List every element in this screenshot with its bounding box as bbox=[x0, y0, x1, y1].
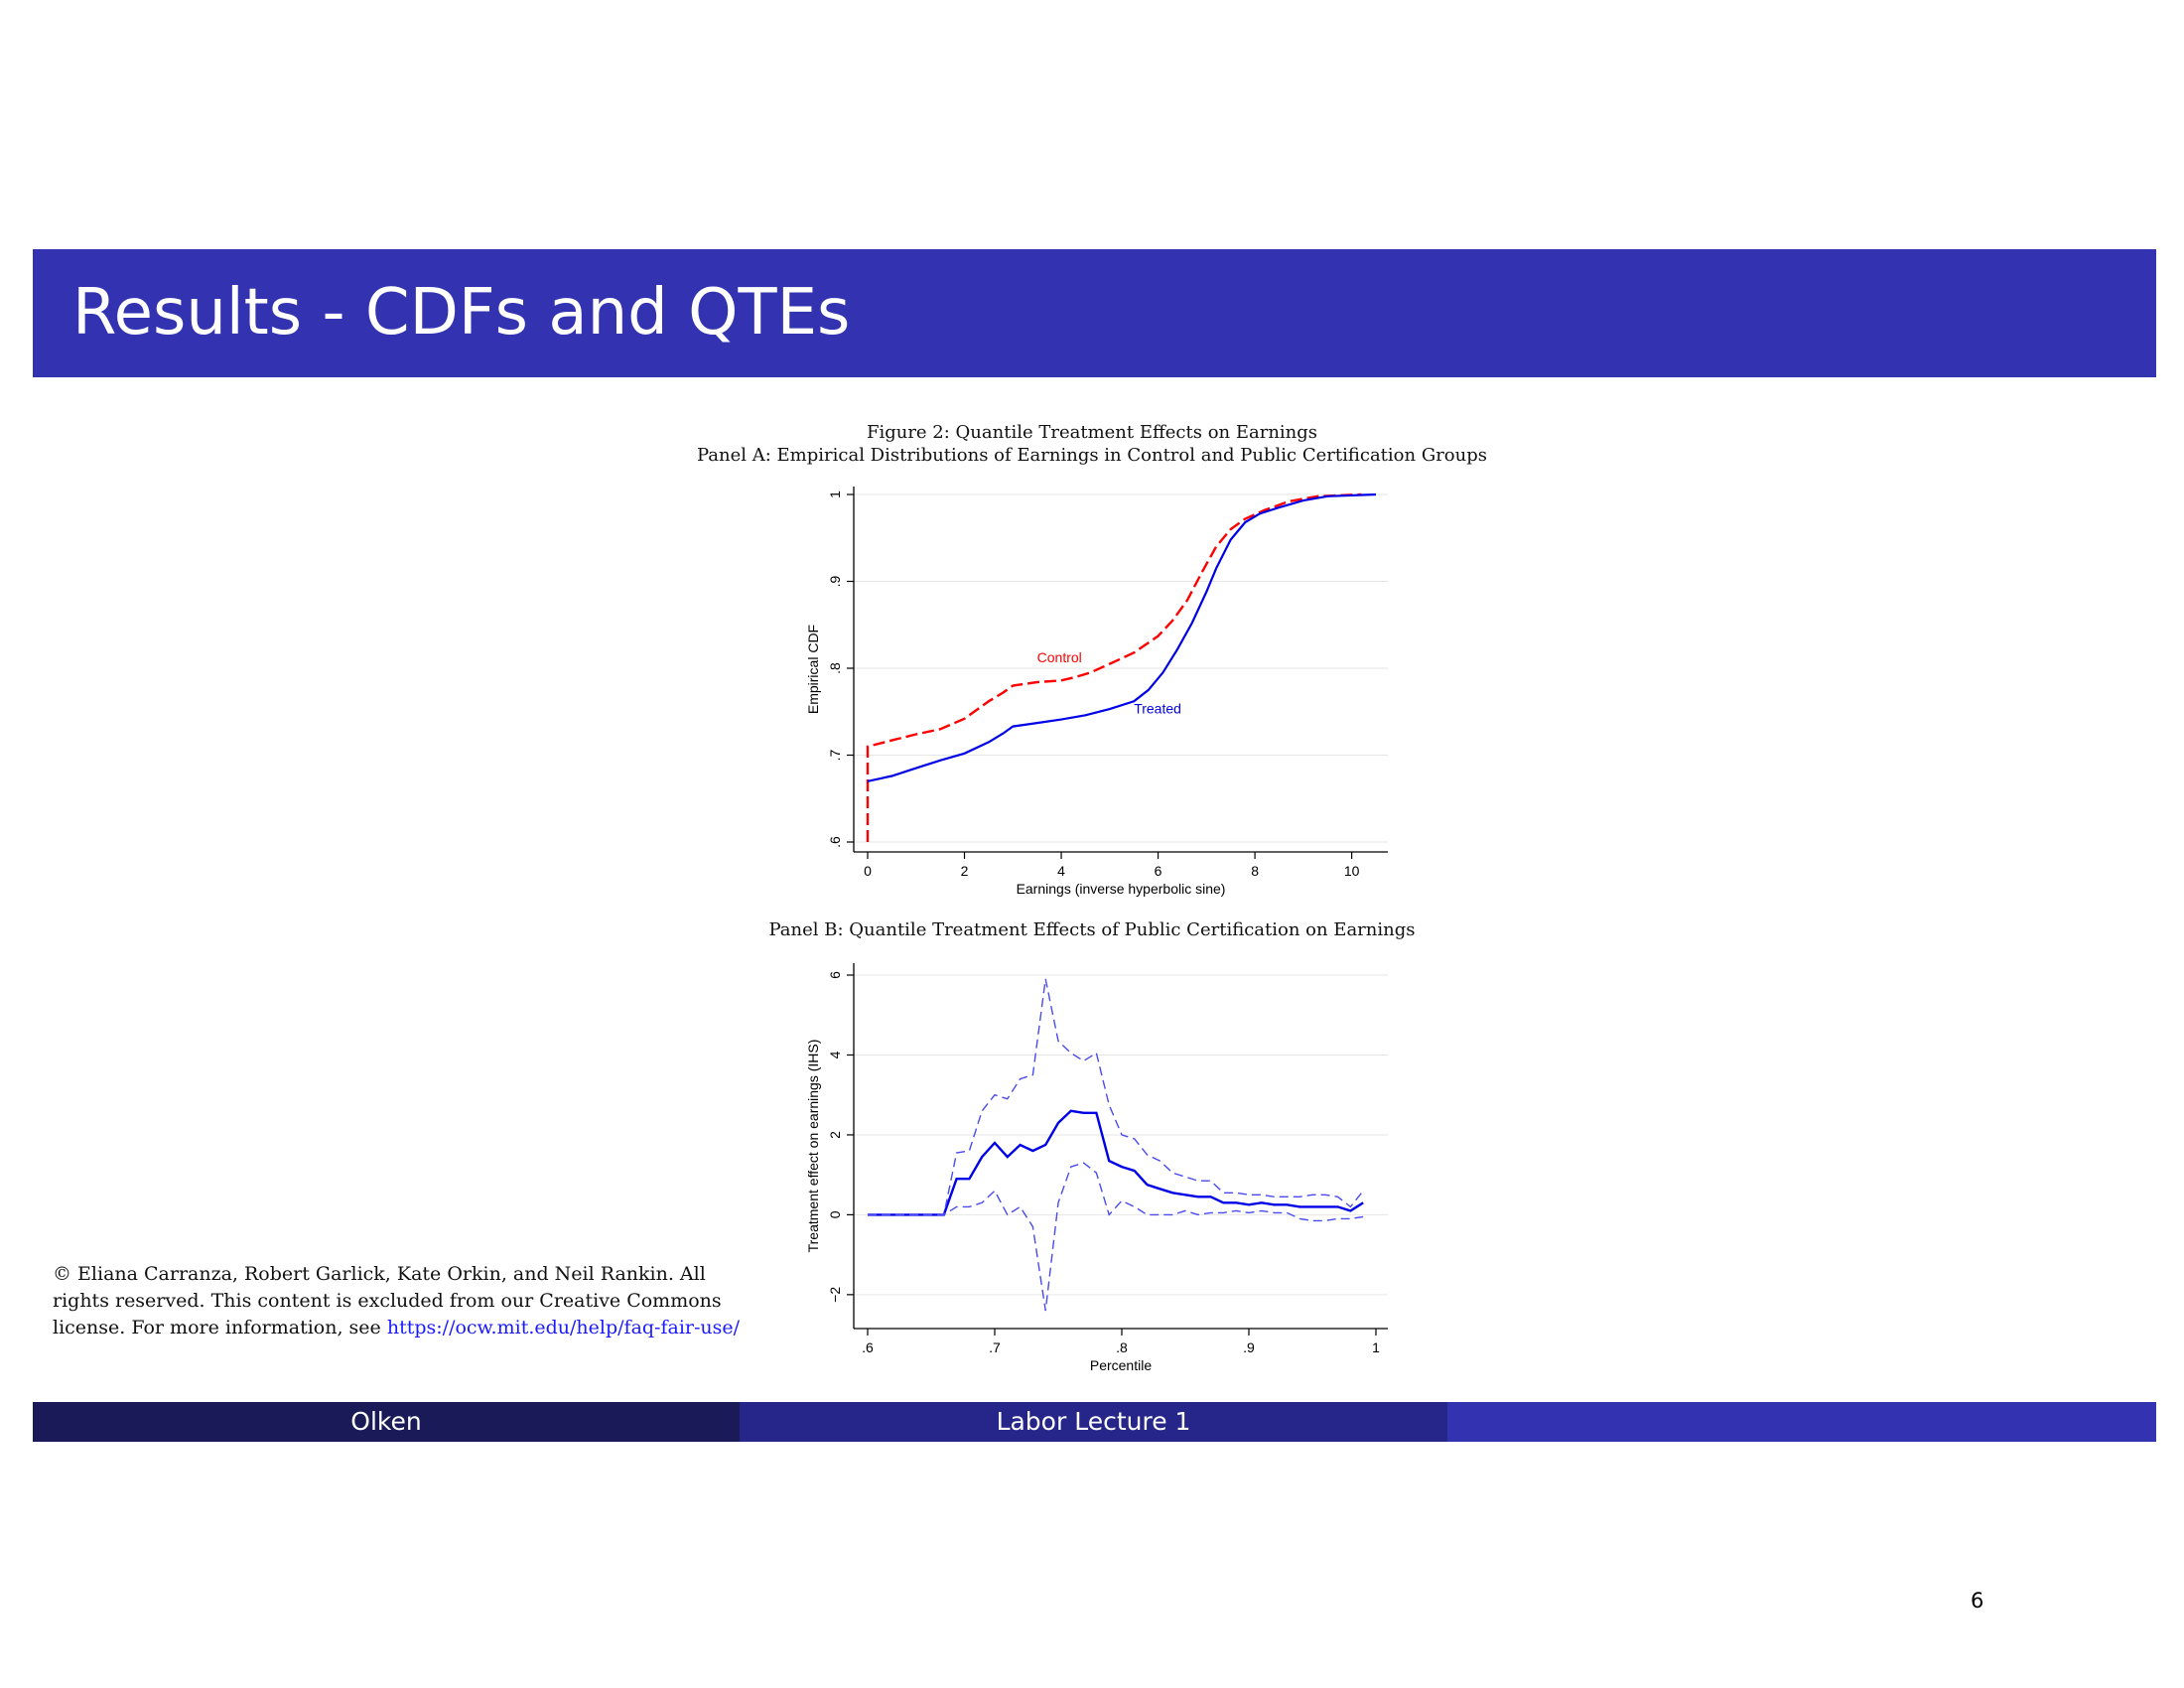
figure-title: Figure 2: Quantile Treatment Effects on … bbox=[866, 422, 1318, 443]
qte-y-tick-label: −2 bbox=[827, 1287, 843, 1303]
cdf-x-tick-label: 4 bbox=[1057, 863, 1065, 879]
cdf-series-control bbox=[866, 492, 1362, 842]
cdf-x-tick-label: 6 bbox=[1155, 863, 1162, 879]
cdf-annotation-control: Control bbox=[1037, 649, 1082, 665]
qte-x-axis-label: Percentile bbox=[1090, 1357, 1152, 1373]
copyright-text: © Eliana Carranza, Robert Garlick, Kate … bbox=[53, 1263, 722, 1338]
cdf-x-axis-label: Earnings (inverse hyperbolic sine) bbox=[1017, 881, 1226, 897]
footer-author: Olken bbox=[33, 1402, 740, 1442]
footer-lecture: Labor Lecture 1 bbox=[740, 1402, 1447, 1442]
qte-series-upper-ci bbox=[868, 978, 1364, 1216]
footer-blank bbox=[1447, 1402, 2156, 1442]
qte-series-lower-ci bbox=[868, 1162, 1364, 1312]
slide-title: Results - CDFs and QTEs bbox=[72, 276, 851, 350]
cdf-y-tick-label: 1 bbox=[827, 491, 843, 498]
qte-y-tick-label: 0 bbox=[827, 1210, 843, 1218]
cdf-y-tick-label: .7 bbox=[827, 749, 843, 761]
qte-x-tick-label: 1 bbox=[1372, 1339, 1380, 1355]
cdf-x-tick-label: 10 bbox=[1344, 863, 1360, 879]
cdf-y-tick-label: .8 bbox=[827, 662, 843, 674]
cdf-y-tick-label: .9 bbox=[827, 575, 843, 587]
fair-use-link[interactable]: https://ocw.mit.edu/help/faq-fair-use/ bbox=[386, 1317, 741, 1338]
qte-x-tick-label: .9 bbox=[1243, 1339, 1255, 1355]
cdf-x-tick-label: 2 bbox=[961, 863, 969, 879]
qte-x-tick-label: .7 bbox=[989, 1339, 1001, 1355]
cdf-y-tick-label: .6 bbox=[827, 836, 843, 848]
qte-y-axis-label: Treatment effect on earnings (IHS) bbox=[805, 1040, 821, 1253]
cdf-annotation-treated: Treated bbox=[1134, 701, 1181, 717]
cdf-y-axis-label: Empirical CDF bbox=[805, 625, 821, 714]
qte-series-estimate bbox=[868, 1109, 1364, 1216]
title-bar: Results - CDFs and QTEs bbox=[33, 249, 2156, 377]
cdf-x-tick-label: 8 bbox=[1251, 863, 1259, 879]
cdf-x-tick-label: 0 bbox=[864, 863, 872, 879]
qte-y-tick-label: 6 bbox=[827, 971, 843, 979]
qte-y-tick-label: 4 bbox=[827, 1051, 843, 1058]
qte-y-tick-label: 2 bbox=[827, 1131, 843, 1139]
copyright-notice: © Eliana Carranza, Robert Garlick, Kate … bbox=[53, 1261, 748, 1341]
qte-x-tick-label: .8 bbox=[1116, 1339, 1128, 1355]
panel-b-title: Panel B: Quantile Treatment Effects of P… bbox=[768, 919, 1416, 940]
page-number: 6 bbox=[1971, 1589, 1984, 1613]
panel-a-title: Panel A: Empirical Distributions of Earn… bbox=[696, 445, 1487, 466]
qte-x-tick-label: .6 bbox=[862, 1339, 874, 1355]
cdf-series-treated bbox=[867, 492, 1377, 782]
